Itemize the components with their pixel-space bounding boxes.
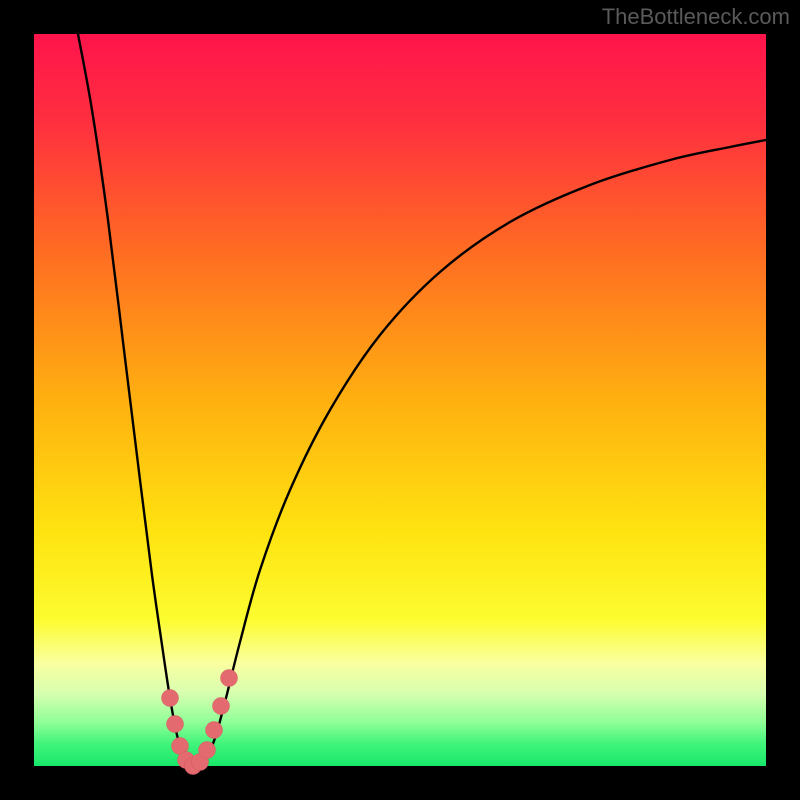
- bead-marker: [167, 716, 184, 733]
- bead-marker: [162, 690, 179, 707]
- bead-marker: [206, 722, 223, 739]
- chart-svg: [0, 0, 800, 800]
- watermark-text: TheBottleneck.com: [602, 4, 790, 30]
- plot-background: [34, 34, 766, 766]
- bead-marker: [199, 742, 216, 759]
- bead-marker: [213, 698, 230, 715]
- bead-marker: [221, 670, 238, 687]
- chart-canvas: TheBottleneck.com: [0, 0, 800, 800]
